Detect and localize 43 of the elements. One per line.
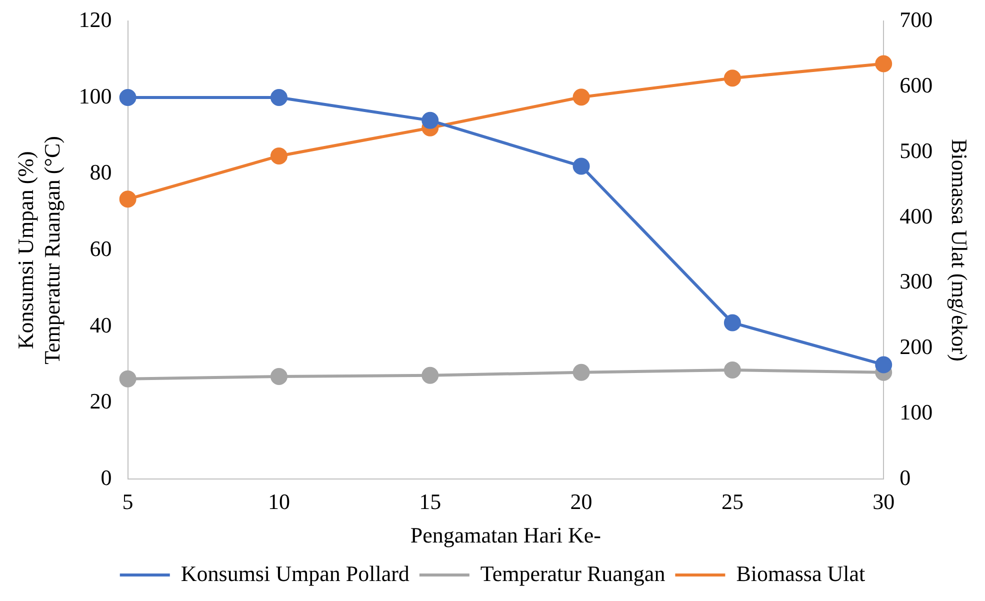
y-tick-label: 40 — [90, 312, 112, 338]
y2-tick-label: 0 — [900, 464, 911, 490]
x-axis-title: Pengamatan Hari Ke- — [410, 522, 601, 548]
point — [270, 368, 288, 386]
point — [119, 190, 136, 208]
point — [422, 366, 439, 384]
x-tick-label: 15 — [419, 489, 442, 514]
x-tick-label: 30 — [872, 489, 895, 514]
y-tick-label: 120 — [78, 6, 112, 32]
point — [119, 89, 136, 106]
point — [270, 147, 288, 164]
y2-tick-label: 500 — [900, 138, 933, 163]
point — [724, 314, 741, 332]
y2-axis-title: Biomassa Ulat (mg/ekor) — [947, 138, 972, 362]
x-tick-label: 10 — [268, 489, 290, 514]
point — [724, 70, 741, 87]
point — [724, 362, 741, 379]
y2-tick-label: 100 — [900, 400, 933, 425]
point — [422, 112, 439, 129]
point — [875, 356, 892, 374]
y2-tick-label: 200 — [900, 334, 933, 360]
y2-tick-label: 300 — [900, 268, 933, 294]
y-tick-label: 60 — [90, 236, 112, 261]
point — [572, 88, 590, 106]
legend-label: Konsumsi Umpan Pollard — [180, 560, 410, 586]
point — [572, 364, 590, 381]
legend-label: Temperatur Ruangan — [480, 560, 666, 586]
y-tick-label: 80 — [90, 160, 112, 185]
x-tick-label: 25 — [721, 489, 744, 514]
x-tick-label: 5 — [122, 489, 134, 514]
y2-tick-label: 600 — [900, 72, 933, 98]
point — [119, 370, 136, 388]
x-tick-label: 20 — [570, 489, 592, 514]
point — [875, 55, 892, 72]
y-axis-title: Konsumsi Umpan (%) Temperatur Ruangan (°C) — [12, 136, 64, 364]
point — [270, 89, 288, 106]
y-tick-label: 100 — [78, 83, 112, 108]
y2-tick-label: 700 — [900, 6, 933, 32]
y2-tick-label: 400 — [900, 203, 933, 228]
y-tick-label: 20 — [90, 388, 112, 414]
legend-label: Biomassa Ulat — [736, 560, 866, 586]
point — [572, 158, 590, 175]
y-tick-label: 0 — [100, 464, 112, 490]
